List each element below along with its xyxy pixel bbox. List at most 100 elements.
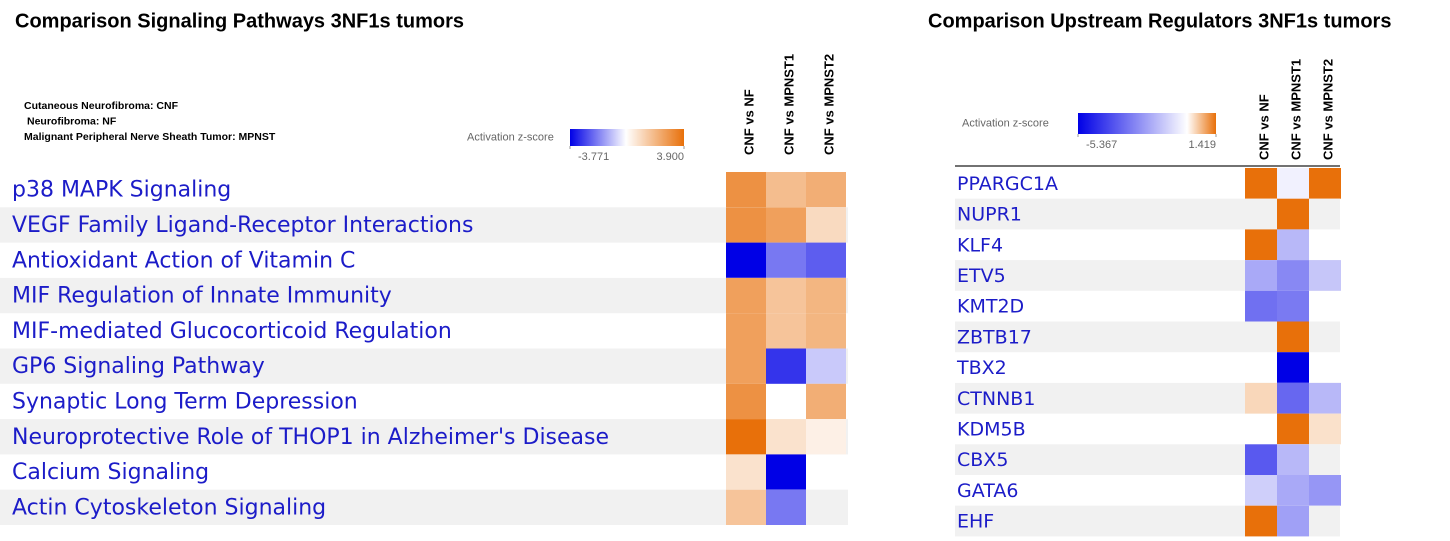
row-label: PPARGC1A [957,173,1058,195]
row-label: KMT2D [957,296,1024,318]
heatmap-cell [806,313,846,349]
row-label: CBX5 [957,449,1008,471]
heatmap-cell [1277,321,1309,353]
heatmap-cell [726,277,766,314]
column-label: CNF vs MPNST1 [1288,59,1303,160]
column-label: CNF vs NF [741,89,756,155]
heatmap-cell [806,172,846,208]
color-bar-tick-label: -3.771 [578,151,609,163]
row-stripe [955,321,1340,353]
row-stripe [0,277,848,314]
heatmap-cell [1277,260,1309,291]
column-label: CNF vs MPNST2 [1320,59,1335,160]
heatmap-cell [726,348,766,384]
heatmap-cell [726,242,766,278]
heatmap-cell [766,207,806,243]
heatmap-cell [726,313,766,349]
heatmap-cell [1245,260,1277,291]
heatmap-cell [806,383,846,420]
heatmap-cell [1245,475,1277,506]
heatmap-cell [1277,444,1309,475]
heatmap-cell [1309,168,1341,199]
heatmap-cell [1245,168,1277,199]
heatmap-cell [766,489,806,525]
row-stripe [955,198,1340,230]
heatmap-cell [766,242,806,278]
row-label: MIF-mediated Glucocorticoid Regulation [12,319,452,344]
row-label: Synaptic Long Term Depression [12,389,358,414]
heatmap-panel: Comparison Upstream Regulators 3NF1s tum… [928,10,1391,537]
row-label: ZBTB17 [957,326,1032,348]
heatmap-cell [1277,229,1309,261]
heatmap-cell [726,419,766,455]
heatmap-cell [726,454,766,490]
row-label: KDM5B [957,418,1026,440]
note: Neurofibroma: NF [27,115,117,127]
legend-title: Activation z-score [962,117,1049,129]
heatmap-cell [766,277,806,314]
legend-title: Activation z-score [467,131,554,143]
heatmap-cell [1309,382,1341,414]
heatmap-cell [1277,382,1309,414]
row-label: VEGF Family Ligand-Receptor Interactions [12,213,473,238]
heatmap-cell [766,419,806,455]
heatmap-cell [726,383,766,420]
row-label: p38 MAPK Signaling [12,178,231,203]
chart-title: Comparison Upstream Regulators 3NF1s tum… [928,10,1391,32]
heatmap-cell [766,313,806,349]
row-label: Neuroprotective Role of THOP1 in Alzheim… [12,425,609,450]
row-label: GATA6 [957,480,1018,502]
heatmap-cell [806,419,846,455]
row-stripe [0,489,848,525]
heatmap-cell [1309,475,1341,506]
heatmap-cell [726,172,766,208]
row-stripe [0,207,848,243]
heatmap-panel: Comparison Signaling Pathways 3NF1s tumo… [0,10,848,525]
heatmap-cell [1277,352,1309,383]
column-label: CNF vs NF [1256,94,1271,160]
chart-title: Comparison Signaling Pathways 3NF1s tumo… [15,10,464,32]
heatmap-cell [1245,382,1277,414]
row-label: NUPR1 [957,204,1022,226]
row-label: KLF4 [957,234,1003,256]
heatmap-cell [766,454,806,490]
color-bar-tick-label: 3.900 [656,151,684,163]
heatmap-cell [1245,229,1277,261]
column-label: CNF vs MPNST1 [781,54,796,155]
heatmap-cell [1309,260,1341,291]
note: Cutaneous Neurofibroma: CNF [24,100,179,112]
heatmap-cell [726,207,766,243]
column-label: CNF vs MPNST2 [821,54,836,155]
heatmap-cell [1277,475,1309,506]
heatmap-cell [806,277,846,314]
heatmap-cell [1245,290,1277,322]
row-label: GP6 Signaling Pathway [12,354,265,379]
heatmap-cell [1277,198,1309,230]
row-label: Calcium Signaling [12,460,209,485]
row-label: Antioxidant Action of Vitamin C [12,248,355,273]
color-bar [1078,113,1216,134]
row-stripe [0,419,848,455]
heatmap-cell [1245,444,1277,475]
row-label: Actin Cytoskeleton Signaling [12,495,326,520]
heatmap-cell [1277,168,1309,199]
row-label: ETV5 [957,265,1006,287]
heatmap-cell [766,348,806,384]
note: Malignant Peripheral Nerve Sheath Tumor:… [24,131,276,143]
color-bar-tick-label: 1.419 [1188,139,1216,151]
color-bar-tick-label: -5.367 [1086,139,1117,151]
heatmap-cell [1277,290,1309,322]
color-bar [570,129,684,146]
row-label: CTNNB1 [957,388,1035,410]
heatmap-cell [1277,505,1309,537]
heatmap-cell [806,242,846,278]
heatmap-cell [1277,413,1309,445]
heatmap-cell [766,172,806,208]
row-label: MIF Regulation of Innate Immunity [12,284,392,309]
row-stripe [0,348,848,384]
row-label: EHF [957,511,994,533]
heatmap-cell [726,489,766,525]
heatmap-cell [806,207,846,243]
heatmap-cell [1309,413,1341,445]
